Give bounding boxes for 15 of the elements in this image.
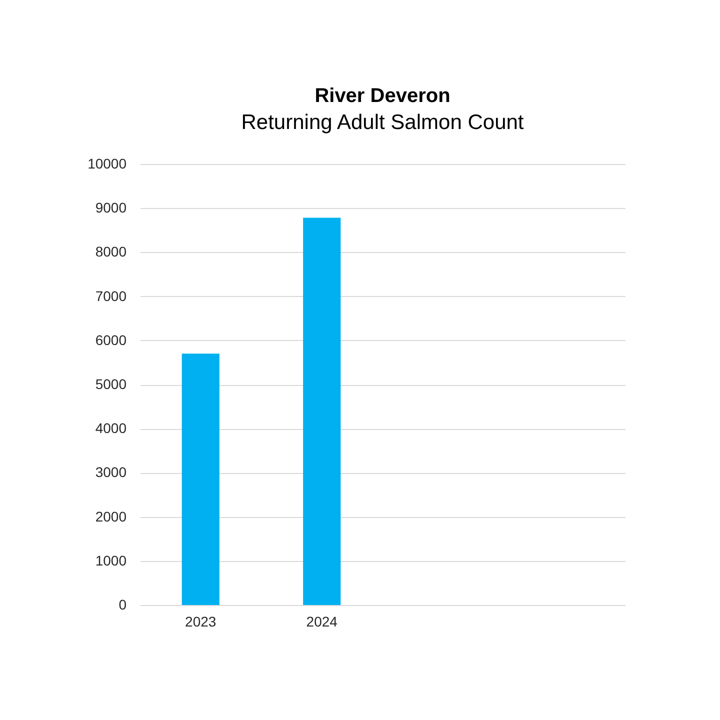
y-tick-label: 2000 <box>95 508 127 524</box>
y-tick-label: 10000 <box>88 156 127 172</box>
chart-title: River Deveron <box>314 85 450 107</box>
y-tick-label: 1000 <box>95 552 127 568</box>
chart-subtitle: Returning Adult Salmon Count <box>241 111 524 134</box>
y-tick-label: 7000 <box>95 288 127 304</box>
y-tick-label: 3000 <box>95 464 127 480</box>
x-tick-label: 2023 <box>185 614 216 630</box>
x-tick-label: 2024 <box>306 614 338 630</box>
y-tick-label: 0 <box>118 596 127 612</box>
y-tick-label: 9000 <box>95 200 127 216</box>
y-tick-label: 5000 <box>95 376 127 392</box>
y-tick-label: 4000 <box>95 420 127 436</box>
y-tick-label: 8000 <box>95 244 127 260</box>
y-tick-label: 6000 <box>95 332 127 348</box>
